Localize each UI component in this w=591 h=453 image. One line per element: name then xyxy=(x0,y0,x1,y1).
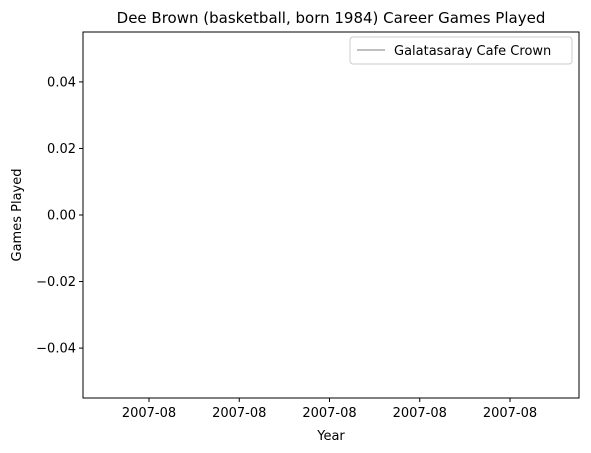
y-tick-label: 0.04 xyxy=(47,75,76,90)
legend: Galatasaray Cafe Crown xyxy=(349,36,573,65)
legend-label: Galatasaray Cafe Crown xyxy=(394,44,551,59)
x-axis-label: Year xyxy=(316,429,345,444)
y-axis: 0.04 0.02 0.00 −0.02 −0.04 xyxy=(36,75,83,357)
x-tick-label: 2007-08 xyxy=(122,406,176,421)
y-tick-label: 0.00 xyxy=(47,209,76,224)
plot-area xyxy=(82,31,580,399)
legend-box xyxy=(349,36,573,65)
x-tick-label: 2007-08 xyxy=(393,406,447,421)
y-tick-label: −0.04 xyxy=(36,342,76,357)
x-tick-label: 2007-08 xyxy=(212,406,266,421)
y-tick-label: 0.02 xyxy=(47,142,76,157)
x-tick-label: 2007-08 xyxy=(302,406,356,421)
x-tick-label: 2007-08 xyxy=(483,406,537,421)
y-axis-label: Games Played xyxy=(10,169,25,262)
x-axis: 2007-08 2007-08 2007-08 2007-08 2007-08 xyxy=(122,398,537,421)
y-tick-label: −0.02 xyxy=(36,275,76,290)
chart-title: Dee Brown (basketball, born 1984) Career… xyxy=(117,9,546,27)
